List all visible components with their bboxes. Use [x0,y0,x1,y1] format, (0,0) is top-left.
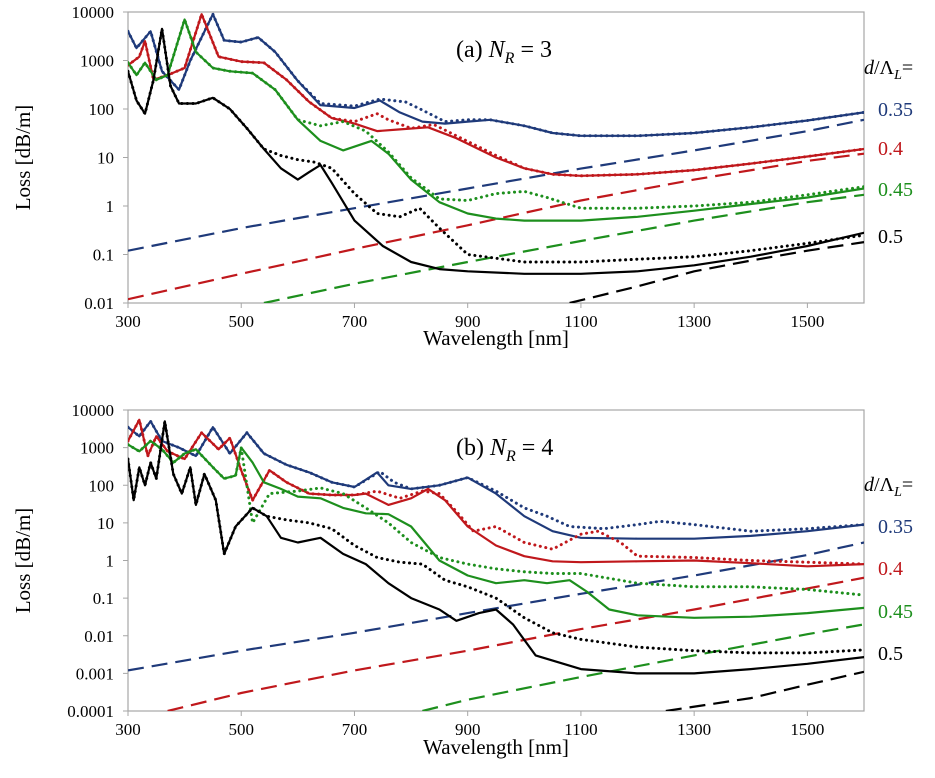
series-d040-solid [128,418,864,568]
x-tick-label: 500 [228,720,254,739]
legend-heading-suffix: = [902,474,913,496]
x-tick-label: 1300 [677,720,711,739]
legend-heading-var: d [864,57,875,79]
title-subscript: R [505,448,516,465]
series-d050-solid [128,420,864,675]
legend-heading-mid: /Λ [874,474,895,496]
title-prefix: (b) [456,435,490,461]
x-tick-label: 1300 [677,312,711,331]
y-axis-label: Loss [dB/m] [11,105,35,211]
title-variable: N [488,37,507,63]
chart-panel-b: 300 500 700 900 1100 1300 15000.00010.0010.010… [11,401,913,759]
x-tick-label: 900 [455,720,481,739]
x-tick-label: 300 [115,720,141,739]
x-tick-label: 1500 [790,720,824,739]
x-axis-label: Wavelength [nm] [423,326,569,350]
series-d050-dashed [569,241,864,303]
x-tick-label: 900 [455,312,481,331]
legend-label-d035: 0.35 [878,516,913,538]
y-tick-label: 0.01 [84,294,114,313]
y-tick-label: 10 [97,149,114,168]
x-tick-label: 300 [115,312,141,331]
y-tick-label: 0.01 [84,627,114,646]
y-tick-label: 10 [97,514,114,533]
y-tick-label: 100 [89,476,115,495]
legend-heading-mid: /Λ [874,57,895,79]
y-tick-label: 1000 [80,439,114,458]
title-prefix: (a) [456,37,489,63]
legend-heading: d/ΛL= [864,474,913,500]
series-d035-dotted [128,12,864,138]
legend-heading-var: d [864,474,875,496]
series-d035-dotted [128,419,864,533]
y-tick-label: 1 [106,197,115,216]
panel-title: (b) NR = 4 [456,435,553,465]
legend-heading-suffix: = [902,57,913,79]
series-d040-dotted [128,12,864,178]
x-tick-label: 700 [342,312,368,331]
series-d040-dashed [128,152,864,301]
legend-label-d035: 0.35 [878,99,913,121]
legend-label-d050: 0.5 [878,643,903,665]
y-axis-label: Loss [dB/m] [11,508,35,614]
series-d045-dashed [263,193,864,303]
title-variable: N [489,435,508,461]
series-d035-dashed [128,118,864,252]
title-suffix: = 4 [516,435,554,461]
x-tick-label: 1100 [564,720,597,739]
legend-label-d040: 0.4 [878,558,903,580]
series-d050-dotted [128,27,864,264]
y-tick-label: 100 [89,100,115,119]
y-tick-label: 10000 [72,401,115,420]
legend-heading: d/ΛL= [864,57,913,83]
x-tick-label: 1500 [790,312,824,331]
x-tick-label: 700 [342,720,368,739]
title-subscript: R [504,50,515,67]
y-tick-label: 1000 [80,52,114,71]
x-tick-label: 500 [228,312,254,331]
title-suffix: = 3 [514,37,552,63]
y-tick-label: 10000 [72,3,115,22]
y-tick-label: 0.1 [93,246,114,265]
chart-panel-a: 300 500 700 900 1100 1300 1500 0.01 0.1 1 10 100 100… [11,3,913,350]
y-tick-label: 1 [106,552,115,571]
series-d040-dashed [167,576,864,711]
legend-label-d040: 0.4 [878,138,903,160]
series-d050-dashed [665,670,864,711]
y-tick-label: 0.1 [93,589,114,608]
series-d045-dashed [422,623,864,711]
series-d045-solid [128,439,864,619]
x-axis-label: Wavelength [nm] [423,735,569,759]
series-d045-dotted [128,439,864,597]
legend-label-d050: 0.5 [878,226,903,248]
legend-label-d045: 0.45 [878,179,913,201]
y-tick-label: 0.001 [76,664,114,683]
legend-label-d045: 0.45 [878,601,913,623]
legend-heading-sub: L [893,68,902,83]
series-d050-solid [128,27,864,275]
y-tick-label: 0.0001 [67,702,114,721]
x-tick-label: 1100 [564,312,597,331]
panel-title: (a) NR = 3 [456,37,552,67]
series-group [128,12,864,303]
legend-heading-sub: L [893,485,902,500]
series-d045-solid [128,18,864,222]
series-d050-dotted [128,419,864,655]
series-group [128,418,864,711]
series-d040-dotted [128,418,864,566]
series-d035-dashed [128,541,864,672]
